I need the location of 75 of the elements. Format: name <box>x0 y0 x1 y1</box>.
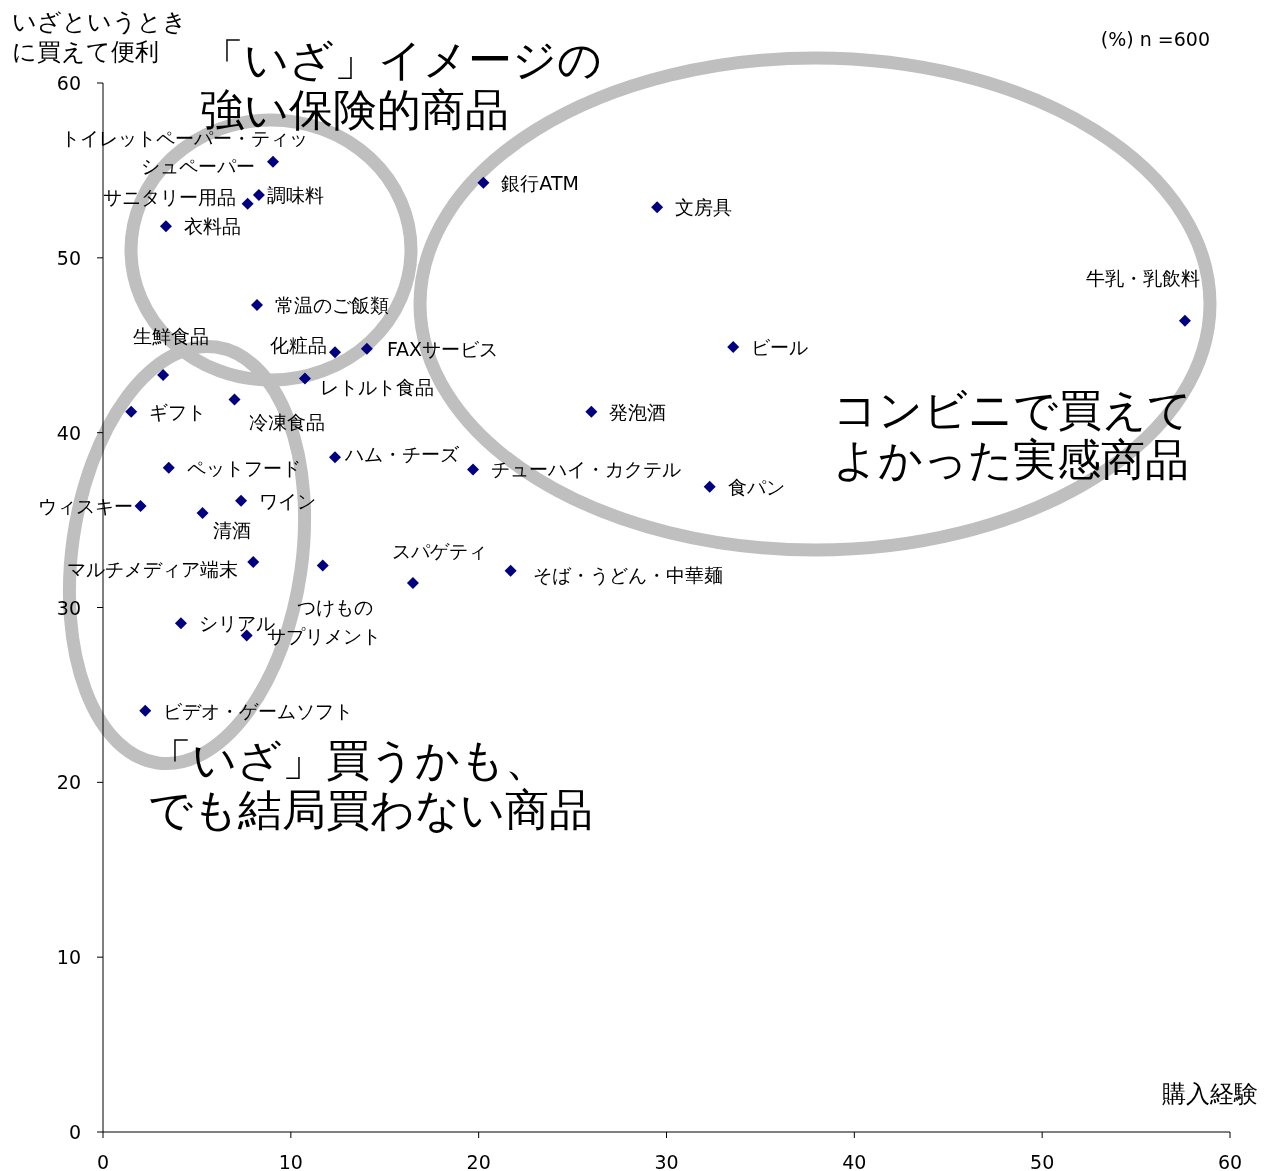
data-label: そば・うどん・中華麺 <box>532 563 723 586</box>
data-label: サニタリー用品 <box>102 185 236 208</box>
point <box>228 393 241 406</box>
data-label: つけもの <box>296 595 373 618</box>
point <box>1178 314 1191 327</box>
data-label: 衣料品 <box>183 215 241 238</box>
point <box>467 463 480 476</box>
data-label: スパゲティ <box>392 540 488 563</box>
point <box>251 299 264 312</box>
point <box>703 480 716 493</box>
y-axis-title: いざというときに買えて便利 <box>12 8 187 66</box>
y-tick-label: 0 <box>68 1121 81 1143</box>
point <box>134 500 147 513</box>
point <box>406 577 419 590</box>
point <box>316 559 329 572</box>
data-label: ワイン <box>259 489 317 512</box>
annotation: 「いざ」買うかも、でも結局買わない商品 <box>148 734 593 835</box>
data-label: 文房具 <box>675 196 733 219</box>
data-label: 食パン <box>727 475 785 498</box>
point <box>235 494 248 507</box>
y-tick-label: 50 <box>56 246 81 269</box>
data-label: ビール <box>751 336 809 358</box>
point <box>139 704 152 717</box>
point <box>157 368 170 381</box>
data-label: 調味料 <box>266 183 324 206</box>
point <box>504 564 517 577</box>
point <box>241 197 254 210</box>
y-tick-label: 40 <box>56 421 81 444</box>
data-label: ペットフード <box>186 456 301 479</box>
point <box>298 372 311 385</box>
point <box>727 341 740 353</box>
point <box>162 461 175 474</box>
x-tick-label: 30 <box>654 1151 679 1171</box>
data-label: 化粧品 <box>269 334 327 357</box>
y-tick-label: 10 <box>56 946 81 969</box>
x-tick-label: 50 <box>1030 1151 1055 1171</box>
data-label: ハム・チーズ <box>343 443 460 466</box>
data-label: ビデオ・ゲームソフト <box>163 699 354 722</box>
data-label: 生鮮食品 <box>133 324 210 347</box>
point <box>247 556 260 569</box>
x-tick-label: 0 <box>96 1151 110 1171</box>
data-label: FAXサービス <box>386 337 499 360</box>
point <box>159 220 172 233</box>
annotation: コンビニで買えてよかった実感商品 <box>833 384 1192 485</box>
y-tick-label: 60 <box>56 72 81 94</box>
point <box>651 201 664 214</box>
data-label: 発泡酒 <box>609 400 667 423</box>
data-label: 冷凍食品 <box>249 411 326 434</box>
point <box>360 342 373 355</box>
point <box>252 188 265 201</box>
point <box>328 451 341 464</box>
point <box>174 617 187 630</box>
data-label: 銀行ATM <box>501 171 579 194</box>
x-tick-label: 10 <box>278 1151 303 1171</box>
y-tick-label: 30 <box>56 596 81 619</box>
text: (%) n =600 <box>1100 28 1210 50</box>
point <box>328 346 341 359</box>
x-tick-label: 40 <box>842 1151 867 1171</box>
data-label: ウィスキー <box>37 495 133 518</box>
data-label: 常温のご飯類 <box>275 294 390 317</box>
point <box>266 155 279 168</box>
point <box>196 507 209 520</box>
data-label: ギフト <box>149 400 207 423</box>
x-tick-label: 20 <box>466 1151 491 1171</box>
x-axis-title: 購入経験 <box>1162 1080 1258 1108</box>
point <box>477 176 490 189</box>
data-label: チューハイ・カクテル <box>491 458 682 481</box>
data-label: 清酒 <box>212 519 251 542</box>
data-label: マルチメディア端末 <box>67 558 239 581</box>
data-label: レトルト食品 <box>319 376 434 399</box>
point <box>585 405 598 418</box>
y-tick-label: 20 <box>56 771 81 794</box>
data-label: 牛乳・乳飲料 <box>1085 266 1200 289</box>
point <box>125 405 138 418</box>
x-tick-label: 60 <box>1217 1151 1243 1171</box>
